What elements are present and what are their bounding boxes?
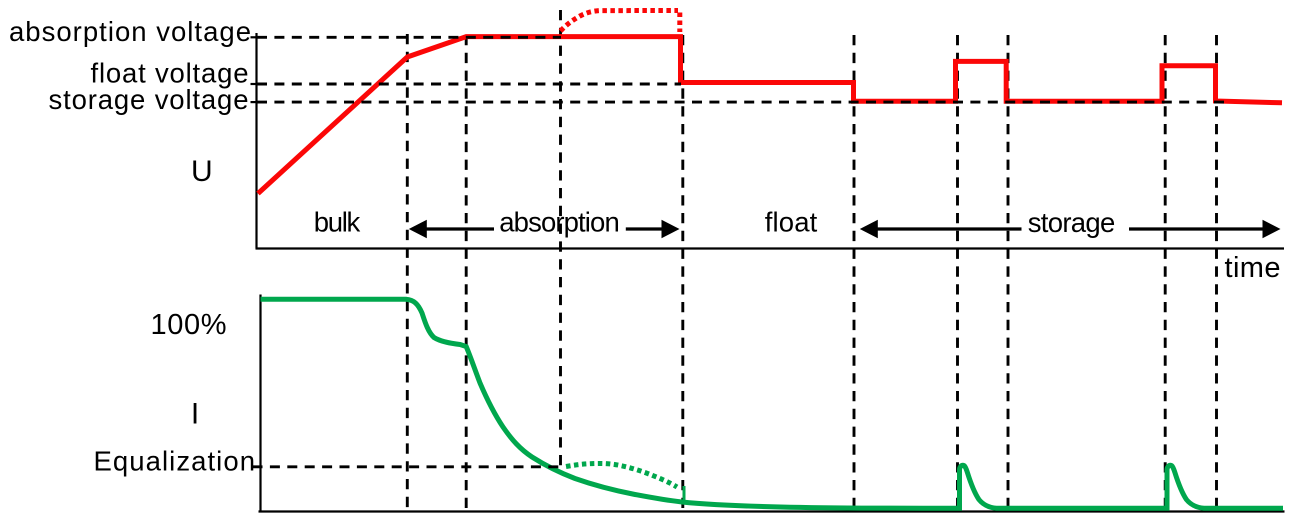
svg-text:Equalization: Equalization [94,446,256,477]
svg-text:storage: storage [1028,207,1116,238]
svg-text:float voltage: float voltage [91,57,249,88]
svg-text:absorption: absorption [499,207,620,238]
svg-text:I: I [191,397,199,430]
svg-text:time: time [1225,252,1281,284]
svg-text:storage voltage: storage voltage [49,84,249,115]
svg-text:float: float [765,207,818,238]
svg-text:U: U [191,155,213,188]
svg-text:100%: 100% [151,309,227,341]
svg-text:absorption voltage: absorption voltage [9,16,251,47]
svg-text:bulk: bulk [314,207,361,238]
